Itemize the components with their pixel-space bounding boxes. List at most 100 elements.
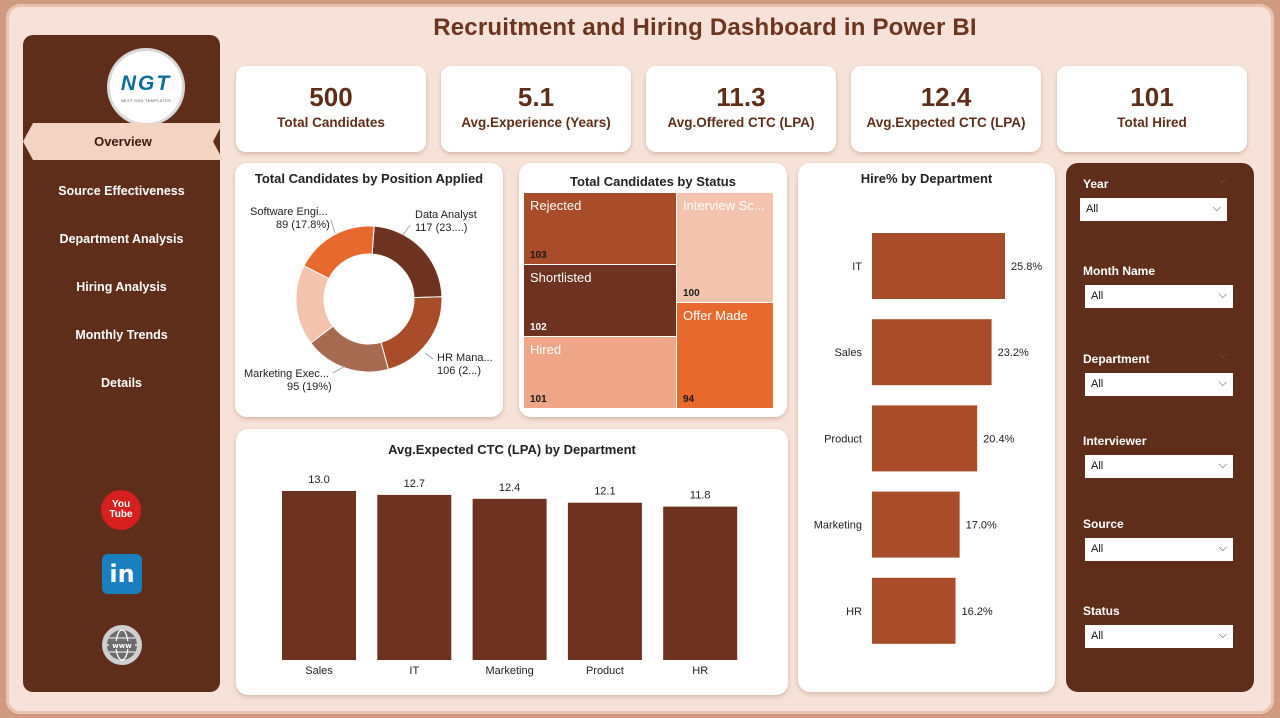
ctc-bar[interactable] bbox=[377, 494, 452, 660]
ctc-category-label: Product bbox=[586, 665, 624, 677]
treemap-cell-value: 103 bbox=[530, 250, 547, 261]
ctc-chart-panel: Avg.Expected CTC (LPA) by Department 13.… bbox=[236, 429, 788, 695]
hire-bar[interactable] bbox=[872, 233, 1005, 299]
kpi-value: 12.4 bbox=[920, 82, 972, 112]
kpi-label: Avg.Expected CTC (LPA) bbox=[866, 115, 1026, 130]
nav-item-hiring-analysis[interactable]: Hiring Analysis bbox=[76, 280, 167, 294]
filter-status-dropdown[interactable]: All ⌵ bbox=[1085, 625, 1233, 648]
filter-interviewer-label: Interviewer bbox=[1083, 434, 1147, 448]
treemap-cell-value: 101 bbox=[530, 394, 547, 405]
logo: NGT NEXT GEN TEMPLATES bbox=[107, 48, 185, 126]
filter-year-label: Year bbox=[1083, 177, 1109, 191]
kpi-value: 11.3 bbox=[716, 82, 766, 112]
filter-source-dropdown[interactable]: All ⌵ bbox=[1085, 538, 1233, 561]
hire-bar[interactable] bbox=[872, 319, 992, 386]
svg-text:www: www bbox=[112, 642, 132, 650]
donut-label-marketing: Marketing Exec... 95 (19%) bbox=[244, 368, 332, 394]
ctc-bar[interactable] bbox=[663, 506, 738, 660]
treemap-cell-name: Offer Made bbox=[683, 308, 748, 323]
treemap-cell-rejected[interactable]: Rejected 103 bbox=[524, 193, 676, 264]
donut-slice[interactable] bbox=[303, 225, 375, 280]
hire-category-label: Product bbox=[824, 433, 862, 445]
donut-leader-line bbox=[424, 352, 434, 360]
kpi-label: Total Hired bbox=[1117, 115, 1187, 130]
hire-data-label: 20.4% bbox=[983, 433, 1014, 445]
filter-department-collapse-icon[interactable]: ⌵ bbox=[1218, 350, 1226, 361]
filter-month-label: Month Name bbox=[1083, 264, 1155, 278]
treemap-cell-interview-scheduled[interactable]: Interview Sc... 100 bbox=[677, 193, 773, 302]
logo-text: NGT bbox=[120, 71, 172, 95]
nav-item-source-effectiveness[interactable]: Source Effectiveness bbox=[58, 184, 185, 198]
linkedin-icon[interactable]: in bbox=[102, 554, 142, 594]
donut-label-software: Software Engi... 89 (17.8%) bbox=[250, 206, 330, 232]
filter-department-dropdown[interactable]: All ⌵ bbox=[1085, 373, 1233, 396]
hire-bar[interactable] bbox=[872, 405, 978, 472]
treemap-cell-value: 94 bbox=[683, 394, 695, 405]
donut-label-name: Data Analyst bbox=[415, 209, 477, 221]
kpi-value: 101 bbox=[1130, 82, 1174, 112]
donut-label-value: 95 (19%) bbox=[287, 381, 332, 393]
nav-item-overview[interactable]: Overview bbox=[23, 123, 223, 160]
filter-year-value: All bbox=[1086, 203, 1099, 215]
globe-icon[interactable]: www bbox=[102, 625, 142, 665]
treemap-cell-offer-made[interactable]: Offer Made 94 bbox=[677, 303, 773, 408]
ctc-bar[interactable] bbox=[567, 502, 642, 660]
filter-interviewer-value: All bbox=[1091, 460, 1104, 472]
kpi-avg-experience: 5.1 Avg.Experience (Years) bbox=[441, 66, 631, 152]
hire-category-label: Marketing bbox=[814, 520, 862, 532]
filter-department-value: All bbox=[1091, 378, 1104, 390]
filter-panel: Year ⌵ All ⌵ Month Name All ⌵ Department… bbox=[1066, 163, 1254, 692]
ctc-data-label: 12.4 bbox=[499, 482, 520, 494]
youtube-label-bottom: Tube bbox=[109, 509, 133, 520]
hire-category-label: IT bbox=[852, 261, 862, 273]
ctc-data-label: 12.7 bbox=[404, 478, 425, 490]
filter-interviewer-dropdown[interactable]: All ⌵ bbox=[1085, 455, 1233, 478]
treemap-panel: Total Candidates by Status Rejected 103 … bbox=[519, 163, 787, 417]
ctc-chart-title[interactable]: Avg.Expected CTC (LPA) by Department bbox=[388, 442, 636, 457]
hire-bar[interactable] bbox=[872, 577, 956, 644]
ctc-category-label: Sales bbox=[305, 665, 333, 677]
hire-category-label: Sales bbox=[834, 347, 862, 359]
hire-bar[interactable] bbox=[872, 491, 960, 558]
treemap-cell-name: Shortlisted bbox=[530, 270, 592, 285]
donut-chart-panel: Total Candidates by Position Applied Sof… bbox=[235, 163, 503, 417]
nav-item-department-analysis[interactable]: Department Analysis bbox=[59, 232, 184, 246]
nav-item-monthly-trends[interactable]: Monthly Trends bbox=[75, 328, 168, 342]
filter-year-dropdown[interactable]: All ⌵ bbox=[1080, 198, 1227, 221]
ctc-bar[interactable] bbox=[282, 491, 356, 660]
donut-label-hr-manager: HR Mana... 106 (2...) bbox=[437, 352, 493, 378]
chevron-down-icon: ⌵ bbox=[1218, 377, 1227, 389]
ctc-bar[interactable] bbox=[472, 498, 547, 660]
treemap-cell-name: Interview Sc... bbox=[683, 198, 765, 213]
filter-month-dropdown[interactable]: All ⌵ bbox=[1085, 285, 1233, 308]
treemap-cell-shortlisted[interactable]: Shortlisted 102 bbox=[524, 265, 676, 336]
nav-item-details[interactable]: Details bbox=[101, 376, 142, 390]
donut-label-name: Marketing Exec... bbox=[244, 368, 329, 380]
donut-label-name: HR Mana... bbox=[437, 352, 493, 364]
filter-month-value: All bbox=[1091, 290, 1104, 302]
donut-chart-title[interactable]: Total Candidates by Position Applied bbox=[254, 171, 484, 186]
globe-graphic: www bbox=[107, 629, 137, 661]
donut-slice[interactable] bbox=[371, 225, 443, 299]
kpi-label: Total Candidates bbox=[277, 115, 385, 130]
treemap-cell-name: Rejected bbox=[530, 198, 582, 213]
donut-label-name: Software Engi... bbox=[250, 206, 328, 218]
treemap-cell-hired[interactable]: Hired 101 bbox=[524, 337, 676, 408]
filter-year-collapse-icon[interactable]: ⌵ bbox=[1218, 175, 1226, 186]
ctc-chart: 13.0 Sales 12.7 IT 12.4 Marketing 12.1 Product 1… bbox=[282, 474, 738, 677]
logo-subtext: NEXT GEN TEMPLATES bbox=[120, 97, 172, 103]
filter-source-label: Source bbox=[1083, 517, 1124, 531]
hire-percent-title[interactable]: Hire% by Department bbox=[860, 171, 993, 186]
treemap-cell-name: Hired bbox=[530, 342, 562, 357]
hire-percent-panel: Hire% by Department IT 25.8% Sales 23.2% Pro… bbox=[798, 163, 1055, 692]
donut-label-value: 106 (2...) bbox=[437, 365, 482, 377]
hire-data-label: 23.2% bbox=[998, 347, 1029, 359]
treemap-title[interactable]: Total Candidates by Status bbox=[570, 174, 736, 189]
hire-category-label: HR bbox=[846, 606, 862, 618]
kpi-value: 500 bbox=[309, 82, 353, 112]
page-title: Recruitment and Hiring Dashboard in Powe… bbox=[433, 14, 977, 41]
chevron-down-icon: ⌵ bbox=[1218, 459, 1227, 471]
filter-source-value: All bbox=[1091, 543, 1104, 555]
linkedin-label: in bbox=[109, 560, 135, 588]
youtube-icon[interactable]: You Tube bbox=[101, 490, 141, 530]
